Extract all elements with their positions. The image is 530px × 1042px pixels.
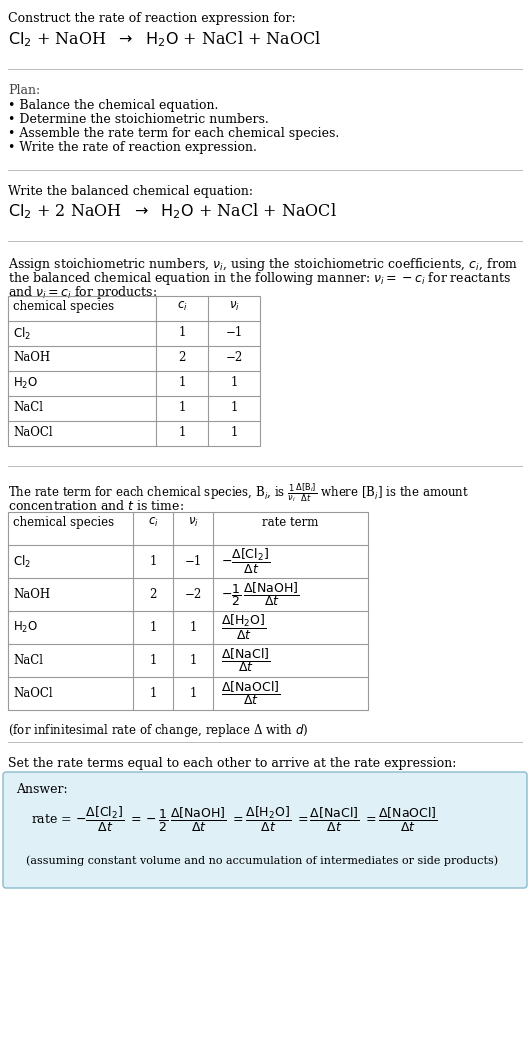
FancyBboxPatch shape xyxy=(3,772,527,888)
Text: $\mathrm{H_2O}$: $\mathrm{H_2O}$ xyxy=(13,620,38,635)
Text: $c_i$: $c_i$ xyxy=(176,300,188,313)
Text: $\dfrac{\Delta[\mathrm{NaCl}]}{\Delta t}$: $\dfrac{\Delta[\mathrm{NaCl}]}{\Delta t}… xyxy=(221,646,270,674)
Text: 1: 1 xyxy=(178,376,186,389)
Bar xyxy=(8,512,368,710)
Text: $\mathrm{Cl_2}$: $\mathrm{Cl_2}$ xyxy=(13,326,31,342)
Text: 1: 1 xyxy=(189,621,197,634)
Text: −2: −2 xyxy=(184,588,201,601)
Text: $c_i$: $c_i$ xyxy=(148,516,158,529)
Text: 1: 1 xyxy=(178,326,186,339)
Text: chemical species: chemical species xyxy=(13,516,114,529)
Text: • Balance the chemical equation.: • Balance the chemical equation. xyxy=(8,99,218,111)
Text: NaOCl: NaOCl xyxy=(13,426,52,439)
Text: Write the balanced chemical equation:: Write the balanced chemical equation: xyxy=(8,185,253,198)
Text: 1: 1 xyxy=(149,555,157,568)
Text: $\mathrm{Cl_2}$: $\mathrm{Cl_2}$ xyxy=(13,553,31,570)
Text: −1: −1 xyxy=(225,326,243,339)
Text: $\dfrac{\Delta[\mathrm{NaOCl}]}{\Delta t}$: $\dfrac{\Delta[\mathrm{NaOCl}]}{\Delta t… xyxy=(221,679,280,708)
Text: 1: 1 xyxy=(149,654,157,667)
Text: the balanced chemical equation in the following manner: $\nu_i = -c_i$ for react: the balanced chemical equation in the fo… xyxy=(8,270,511,287)
Text: 1: 1 xyxy=(231,401,237,414)
Text: NaOH: NaOH xyxy=(13,351,50,364)
Text: 2: 2 xyxy=(178,351,186,364)
Text: Set the rate terms equal to each other to arrive at the rate expression:: Set the rate terms equal to each other t… xyxy=(8,756,456,770)
Text: rate = $-\dfrac{\Delta[\mathrm{Cl_2}]}{\Delta t}$ $= -\dfrac{1}{2}\,\dfrac{\Delt: rate = $-\dfrac{\Delta[\mathrm{Cl_2}]}{\… xyxy=(31,805,438,834)
Text: Plan:: Plan: xyxy=(8,84,40,97)
Text: $\mathrm{H_2O}$: $\mathrm{H_2O}$ xyxy=(13,376,38,391)
Text: $-\dfrac{1}{2}\,\dfrac{\Delta[\mathrm{NaOH}]}{\Delta t}$: $-\dfrac{1}{2}\,\dfrac{\Delta[\mathrm{Na… xyxy=(221,580,299,609)
Text: $\nu_i$: $\nu_i$ xyxy=(188,516,198,529)
Text: $\nu_i$: $\nu_i$ xyxy=(228,300,240,313)
Text: 2: 2 xyxy=(149,588,157,601)
Text: chemical species: chemical species xyxy=(13,300,114,313)
Text: $\mathrm{Cl_2}$ + 2 NaOH  $\rightarrow$  $\mathrm{H_2O}$ + NaCl + NaOCl: $\mathrm{Cl_2}$ + 2 NaOH $\rightarrow$ $… xyxy=(8,201,337,221)
Text: (assuming constant volume and no accumulation of intermediates or side products): (assuming constant volume and no accumul… xyxy=(26,855,498,866)
Bar xyxy=(8,296,260,446)
Text: 1: 1 xyxy=(231,376,237,389)
Text: Assign stoichiometric numbers, $\nu_i$, using the stoichiometric coefficients, $: Assign stoichiometric numbers, $\nu_i$, … xyxy=(8,256,518,273)
Text: The rate term for each chemical species, B$_i$, is $\frac{1}{\nu_i}\frac{\Delta[: The rate term for each chemical species,… xyxy=(8,481,469,503)
Text: NaCl: NaCl xyxy=(13,401,43,414)
Text: Construct the rate of reaction expression for:: Construct the rate of reaction expressio… xyxy=(8,13,296,25)
Text: $\dfrac{\Delta[\mathrm{H_2O}]}{\Delta t}$: $\dfrac{\Delta[\mathrm{H_2O}]}{\Delta t}… xyxy=(221,613,267,642)
Text: • Determine the stoichiometric numbers.: • Determine the stoichiometric numbers. xyxy=(8,113,269,126)
Text: rate term: rate term xyxy=(262,516,318,529)
Text: 1: 1 xyxy=(178,401,186,414)
Text: $-\dfrac{\Delta[\mathrm{Cl_2}]}{\Delta t}$: $-\dfrac{\Delta[\mathrm{Cl_2}]}{\Delta t… xyxy=(221,547,270,576)
Text: • Write the rate of reaction expression.: • Write the rate of reaction expression. xyxy=(8,141,257,154)
Text: $\mathrm{Cl_2}$ + NaOH  $\rightarrow$  $\mathrm{H_2O}$ + NaCl + NaOCl: $\mathrm{Cl_2}$ + NaOH $\rightarrow$ $\m… xyxy=(8,29,322,49)
Text: 1: 1 xyxy=(231,426,237,439)
Text: 1: 1 xyxy=(189,687,197,700)
Text: 1: 1 xyxy=(189,654,197,667)
Text: and $\nu_i = c_i$ for products:: and $\nu_i = c_i$ for products: xyxy=(8,284,157,301)
Text: 1: 1 xyxy=(149,621,157,634)
Text: NaOCl: NaOCl xyxy=(13,687,52,700)
Text: NaOH: NaOH xyxy=(13,588,50,601)
Text: Answer:: Answer: xyxy=(16,783,68,796)
Text: (for infinitesimal rate of change, replace Δ with $d$): (for infinitesimal rate of change, repla… xyxy=(8,722,308,739)
Text: 1: 1 xyxy=(178,426,186,439)
Text: • Assemble the rate term for each chemical species.: • Assemble the rate term for each chemic… xyxy=(8,127,339,140)
Text: −2: −2 xyxy=(225,351,243,364)
Text: NaCl: NaCl xyxy=(13,654,43,667)
Text: −1: −1 xyxy=(184,555,201,568)
Text: concentration and $t$ is time:: concentration and $t$ is time: xyxy=(8,499,184,513)
Text: 1: 1 xyxy=(149,687,157,700)
